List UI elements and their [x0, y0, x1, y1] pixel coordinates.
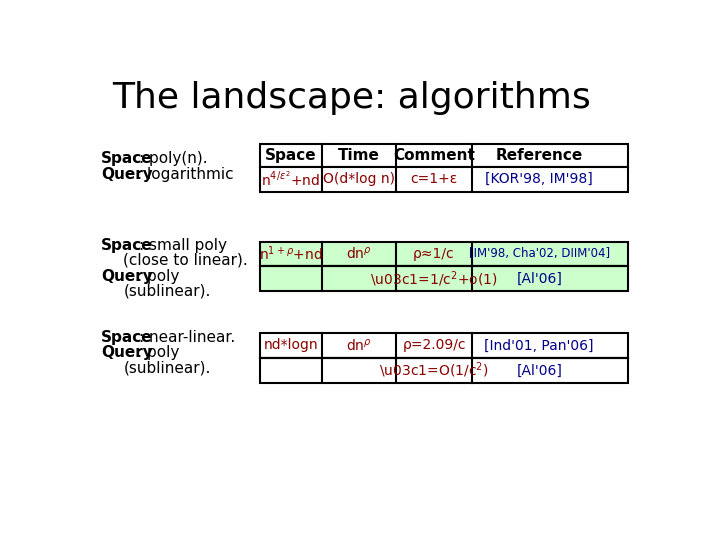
Text: Comment: Comment — [393, 148, 475, 163]
Bar — [260, 358, 629, 383]
Text: [KOR'98, IM'98]: [KOR'98, IM'98] — [485, 172, 593, 186]
Text: Query: Query — [101, 345, 153, 360]
Text: : small poly: : small poly — [139, 238, 227, 253]
Text: : poly: : poly — [138, 345, 180, 360]
Text: : poly: : poly — [138, 268, 180, 284]
Text: Space: Space — [101, 151, 153, 166]
Bar — [260, 167, 629, 192]
Text: (sublinear).: (sublinear). — [124, 360, 211, 375]
Text: dn$^\rho$: dn$^\rho$ — [346, 246, 372, 262]
Text: \u03c1=1/c$^2$+o(1): \u03c1=1/c$^2$+o(1) — [370, 269, 498, 289]
Text: : near-linear.: : near-linear. — [139, 329, 235, 345]
Text: [Al'06]: [Al'06] — [516, 363, 562, 377]
Text: c=1+ε: c=1+ε — [410, 172, 458, 186]
Text: Space: Space — [101, 238, 153, 253]
Text: Query: Query — [101, 167, 153, 183]
Text: dn$^\rho$: dn$^\rho$ — [346, 338, 372, 354]
Text: Reference: Reference — [495, 148, 582, 163]
Text: [Al'06]: [Al'06] — [516, 272, 562, 286]
Text: Space: Space — [101, 329, 153, 345]
Text: n$^{4/\varepsilon^2}$+nd: n$^{4/\varepsilon^2}$+nd — [261, 170, 320, 188]
Text: ρ≈1/c: ρ≈1/c — [413, 247, 455, 261]
Text: [IM'98, Cha'02, DIIM'04]: [IM'98, Cha'02, DIIM'04] — [469, 247, 610, 260]
Text: ρ=2.09/c: ρ=2.09/c — [402, 339, 466, 353]
Text: Space: Space — [265, 148, 317, 163]
Text: O(d*log n): O(d*log n) — [323, 172, 395, 186]
Text: : logarithmic: : logarithmic — [138, 167, 234, 183]
Text: (sublinear).: (sublinear). — [124, 283, 211, 298]
Bar — [260, 333, 629, 358]
Bar — [260, 241, 629, 266]
Text: n$^{1+\rho}$+nd: n$^{1+\rho}$+nd — [259, 245, 323, 264]
Text: : poly(n).: : poly(n). — [139, 151, 208, 166]
Text: [Ind'01, Pan'06]: [Ind'01, Pan'06] — [485, 339, 594, 353]
Text: The landscape: algorithms: The landscape: algorithms — [112, 82, 591, 116]
Text: \u03c1=O(1/c$^2$): \u03c1=O(1/c$^2$) — [379, 361, 489, 380]
Text: nd*logn: nd*logn — [264, 339, 318, 353]
Text: Query: Query — [101, 268, 153, 284]
Text: (close to linear).: (close to linear). — [124, 253, 248, 268]
Text: Time: Time — [338, 148, 379, 163]
Bar — [260, 266, 629, 292]
Bar — [260, 144, 629, 167]
